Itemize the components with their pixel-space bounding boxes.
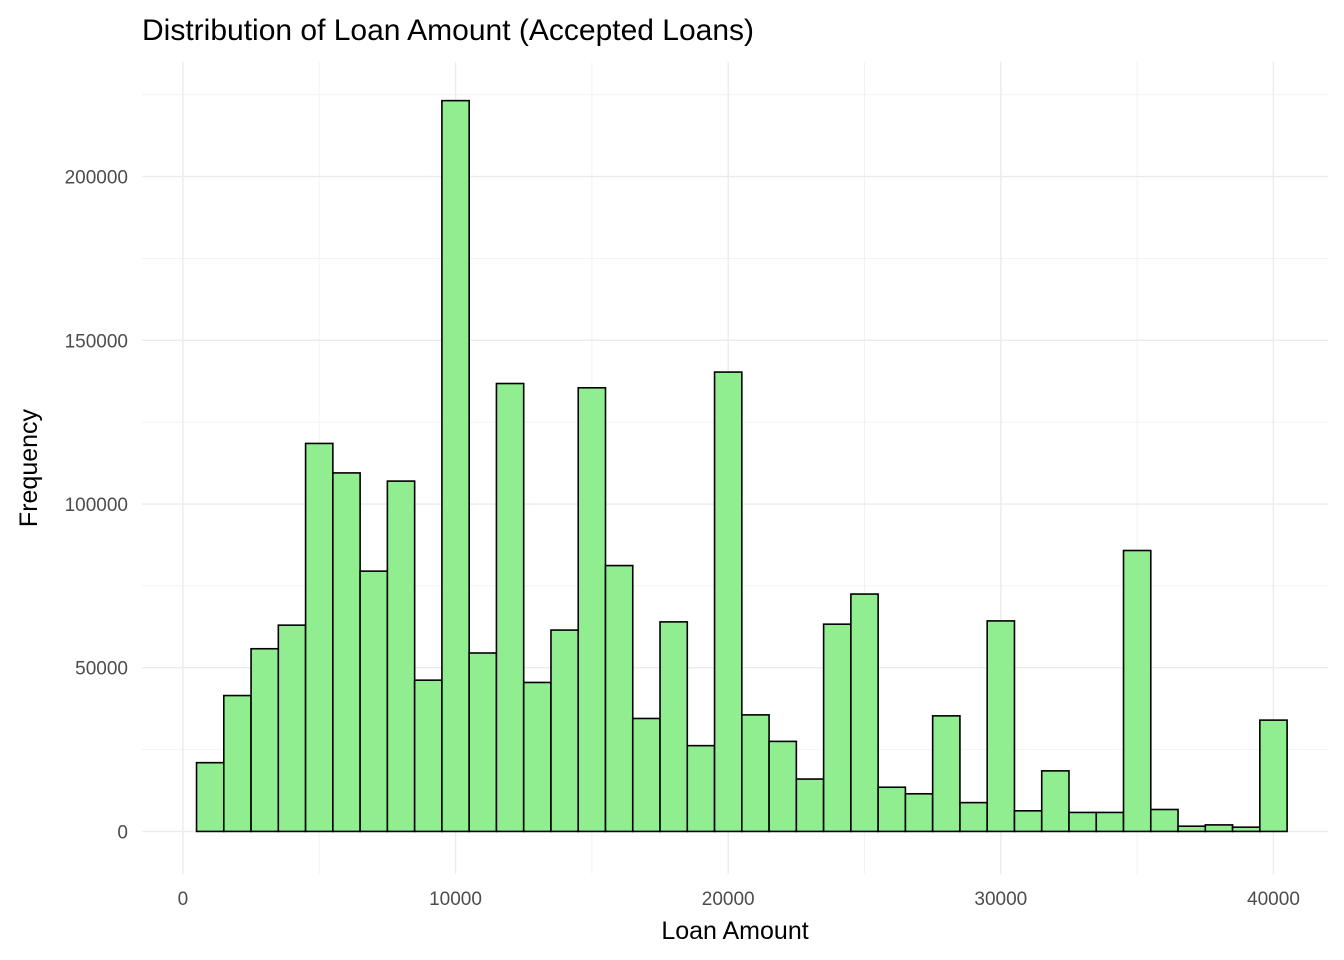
- x-axis-title: Loan Amount: [661, 917, 808, 945]
- histogram-bar: [386, 480, 416, 833]
- x-tick-label: 40000: [1247, 889, 1300, 910]
- histogram-bar: [850, 593, 879, 833]
- histogram-bar: [604, 564, 634, 833]
- histogram-bar: [713, 371, 743, 833]
- histogram-bar: [441, 99, 470, 833]
- y-axis-title: Frequency: [15, 408, 43, 527]
- x-tick-label: 0: [178, 889, 189, 910]
- histogram-bar: [332, 472, 361, 833]
- histogram-bar: [577, 386, 607, 833]
- histogram-bar: [250, 647, 280, 833]
- histogram-bar: [959, 801, 988, 833]
- y-tick-label: 100000: [65, 495, 128, 516]
- histogram-bar: [468, 652, 498, 833]
- histogram-bar: [631, 717, 661, 833]
- chart-title: Distribution of Loan Amount (Accepted Lo…: [142, 14, 754, 47]
- histogram-bar: [1122, 549, 1152, 833]
- histogram-bar: [1231, 826, 1261, 833]
- x-tick-label: 20000: [702, 889, 755, 910]
- histogram-bar: [741, 714, 770, 833]
- histogram-bar: [768, 740, 798, 833]
- histogram-bar: [413, 679, 443, 833]
- histogram-bar: [1095, 811, 1125, 833]
- histogram-bar: [1177, 825, 1207, 833]
- y-tick-label: 0: [117, 822, 128, 843]
- histogram-bar: [1259, 719, 1288, 833]
- y-tick-label: 50000: [75, 659, 128, 680]
- histogram-bar: [1204, 824, 1234, 833]
- y-tick-label: 150000: [65, 331, 128, 352]
- x-tick-label: 10000: [429, 889, 482, 910]
- histogram-bar: [822, 623, 852, 833]
- histogram-bar: [904, 792, 934, 833]
- y-axis-ticks: 0 50000 100000 150000 200000: [65, 168, 128, 844]
- histogram-bar: [495, 382, 525, 833]
- histogram-bar: [1149, 808, 1179, 833]
- histogram-bar: [1013, 810, 1043, 833]
- x-tick-label: 30000: [974, 889, 1027, 910]
- histogram-bar: [686, 744, 716, 833]
- histogram-bar: [277, 624, 307, 833]
- histogram-bar: [877, 786, 907, 833]
- histogram-bar: [1040, 770, 1070, 833]
- histogram-bar: [359, 570, 389, 833]
- bars: [195, 99, 1288, 833]
- histogram-bar: [195, 761, 225, 833]
- y-tick-label: 200000: [65, 168, 128, 189]
- histogram-bar: [931, 715, 961, 833]
- histogram-bar: [304, 442, 334, 833]
- histogram-bar: [795, 778, 825, 833]
- histogram-bar: [986, 620, 1016, 833]
- histogram-bar: [1068, 811, 1098, 833]
- histogram-bar: [659, 621, 689, 833]
- x-axis-ticks: 0 10000 20000 30000 40000: [178, 889, 1300, 910]
- histogram-bar: [550, 629, 580, 833]
- histogram-bar: [522, 681, 552, 833]
- histogram-bar: [222, 694, 252, 833]
